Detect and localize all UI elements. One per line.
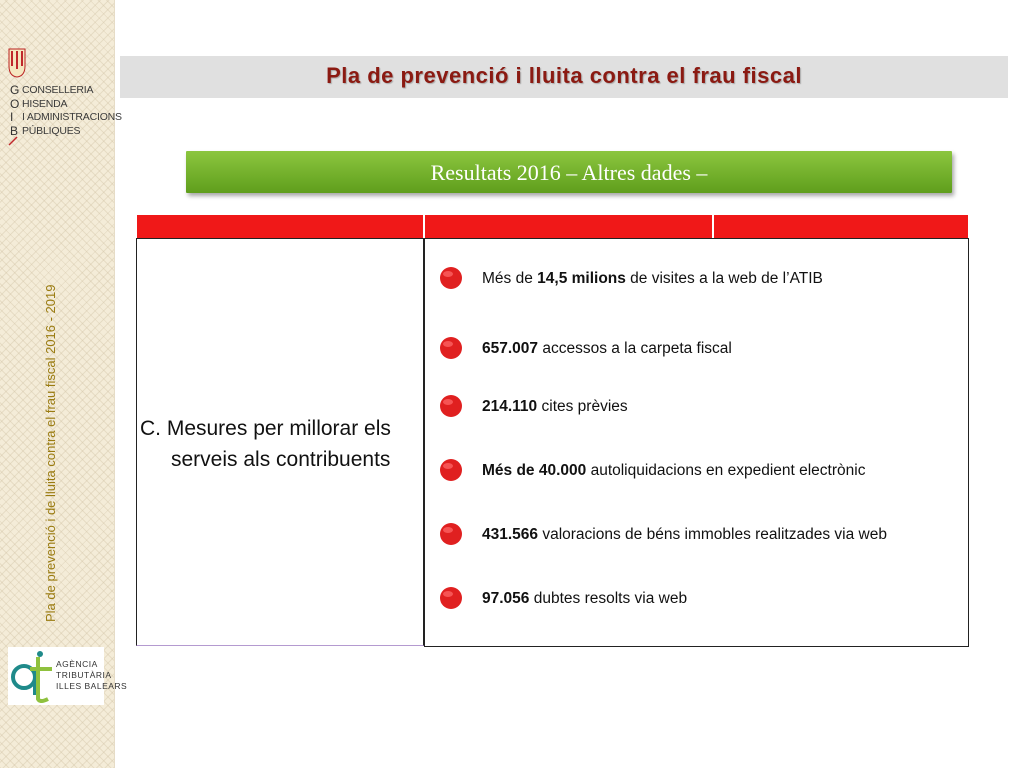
list-item-text: 657.007 accessos a la carpeta fiscal <box>482 340 732 357</box>
title-bar: Pla de prevenció i lluita contra el frau… <box>120 56 1008 98</box>
red-bullet-icon <box>440 337 462 359</box>
category-line-1: C. Mesures per millorar els <box>140 417 391 440</box>
vertical-caption: Pla de prevenció i de lluita contra el f… <box>43 284 58 622</box>
sidebar: G O I B CONSELLERIA HISENDA I ADMINISTRA… <box>0 0 127 768</box>
red-bullet-icon <box>440 523 462 545</box>
category-label: C. Mesures per millorar els serveis als … <box>140 413 424 475</box>
red-bullet-icon <box>440 587 462 609</box>
table-header-cell-1 <box>137 215 423 238</box>
logo-letters: G O I B <box>10 83 20 138</box>
red-bullet-icon <box>440 267 462 289</box>
red-bullet-icon <box>440 395 462 417</box>
table-header-cell-2 <box>425 215 712 238</box>
conselleria-logo: G O I B CONSELLERIA HISENDA I ADMINISTRA… <box>4 48 122 146</box>
coat-of-arms-icon <box>8 48 26 78</box>
section-banner: Resultats 2016 – Altres dades – <box>186 151 952 193</box>
category-cell <box>136 238 424 646</box>
category-line-2: serveis als contribuents <box>171 448 391 471</box>
conselleria-name: CONSELLERIA HISENDA I ADMINISTRACIONS PÚ… <box>22 84 122 137</box>
red-bullet-icon <box>440 459 462 481</box>
list-item-text: Més de 14,5 milions de visites a la web … <box>482 270 823 287</box>
atib-logo-icon <box>11 651 52 703</box>
results-cell <box>424 238 969 647</box>
list-item-text: 97.056 dubtes resolts via web <box>482 590 688 607</box>
agency-name: AGÈNCIA TRIBUTÀRIA ILLES BALEARS <box>56 659 128 691</box>
page-title: Pla de prevenció i lluita contra el frau… <box>326 63 802 88</box>
table-header-cell-3 <box>714 215 968 238</box>
list-item-text: 431.566 valoracions de béns immobles rea… <box>482 526 887 543</box>
list-item-text: 214.110 cites prèvies <box>482 398 628 415</box>
agency-logo: AGÈNCIA TRIBUTÀRIA ILLES BALEARS <box>8 647 127 705</box>
list-item-text: Més de 40.000 autoliquidacions en expedi… <box>482 462 866 479</box>
banner-label: Resultats 2016 – Altres dades – <box>430 160 708 185</box>
logo-slash-icon <box>8 136 18 146</box>
